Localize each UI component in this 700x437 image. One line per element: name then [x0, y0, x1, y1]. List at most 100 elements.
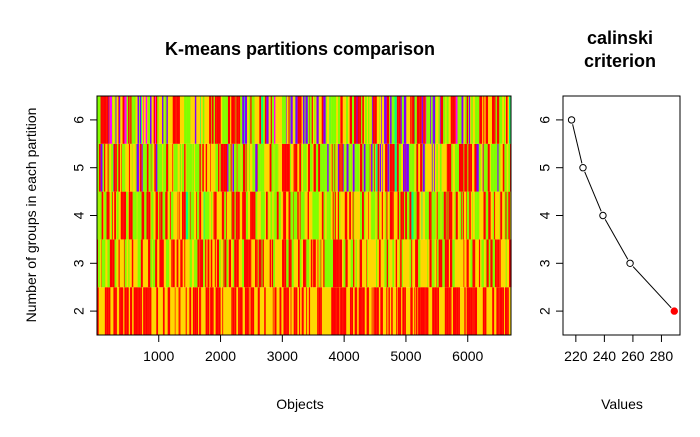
heatmap-stripe-k5-105 — [301, 143, 302, 192]
heatmap-stripe-k2-115 — [410, 287, 413, 335]
heatmap-stripe-k3-141 — [440, 239, 443, 288]
heatmap-stripe-k3-161 — [494, 239, 497, 288]
heatmap-stripe-k3-160 — [492, 239, 495, 288]
heatmap-stripe-k6-163 — [438, 96, 440, 144]
heatmap-stripe-k5-97 — [286, 143, 287, 192]
heatmap-stripe-k5-102 — [294, 143, 296, 192]
heatmap-stripe-k3-71 — [269, 239, 272, 288]
heatmap-stripe-k5-201 — [478, 143, 481, 192]
heatmap-stripe-k2-101 — [373, 287, 375, 335]
heatmap-stripe-k4-167 — [446, 191, 448, 240]
heatmap-stripe-k2-8 — [120, 287, 123, 335]
heatmap-stripe-k4-183 — [478, 191, 480, 240]
heatmap-stripe-k5-88 — [269, 143, 272, 192]
heatmap-stripe-k6-105 — [323, 96, 326, 144]
heatmap-stripe-k5-169 — [408, 143, 411, 192]
heatmap-stripe-k2-17 — [140, 287, 142, 335]
heatmap-stripe-k4-28 — [151, 191, 154, 240]
heatmap-stripe-k6-14 — [122, 96, 125, 144]
heatmap-stripe-k5-100 — [289, 143, 291, 192]
heatmap-stripe-k4-0 — [97, 191, 99, 240]
heatmap-stripe-k3-28 — [176, 239, 179, 288]
heatmap-stripe-k3-8 — [114, 239, 117, 288]
heatmap-stripe-k6-50 — [211, 96, 212, 144]
heatmap-stripe-k2-24 — [156, 287, 159, 335]
heatmap-y-label: Number of groups in each partition — [23, 108, 39, 323]
heatmap-stripe-k3-163 — [497, 239, 500, 288]
heatmap-stripe-k6-150 — [416, 96, 420, 144]
heatmap-stripe-k3-145 — [446, 239, 448, 288]
heatmap-stripe-k2-19 — [144, 287, 146, 335]
calinski-line-segment — [572, 124, 583, 164]
heatmap-stripe-k6-113 — [340, 96, 343, 144]
heatmap-stripe-k3-50 — [224, 239, 227, 288]
heatmap-stripe-k3-6 — [109, 239, 113, 288]
heatmap-stripe-k4-72 — [243, 191, 246, 240]
heatmap-stripe-k6-26 — [142, 96, 144, 144]
heatmap-stripe-k5-114 — [318, 143, 321, 192]
heatmap-stripe-k5-120 — [328, 143, 331, 192]
heatmap-stripe-k3-159 — [490, 239, 493, 288]
heatmap-stripe-k2-62 — [274, 287, 277, 335]
heatmap-stripe-k5-86 — [260, 143, 263, 192]
heatmap-stripe-k4-39 — [169, 191, 170, 240]
heatmap-stripe-k4-182 — [476, 191, 479, 240]
heatmap-stripe-k2-39 — [209, 287, 211, 335]
heatmap-stripe-k5-87 — [262, 143, 265, 192]
heatmap-stripe-k6-106 — [325, 96, 327, 144]
heatmap-stripe-k2-112 — [399, 287, 402, 335]
heatmap-stripe-k4-83 — [273, 191, 275, 240]
heatmap-stripe-k6-79 — [266, 96, 269, 144]
heatmap-stripe-k6-5 — [106, 96, 109, 144]
heatmap-stripe-k3-5 — [107, 239, 110, 288]
heatmap-stripe-k4-166 — [446, 191, 448, 240]
calinski-x-axis: 220 240 260 280 — [564, 335, 673, 364]
heatmap-stripe-k6-137 — [391, 96, 393, 144]
heatmap-stripe-k6-159 — [431, 96, 433, 144]
heatmap-stripe-k5-34 — [160, 143, 163, 192]
heatmap-stripe-k6-18 — [129, 96, 131, 144]
heatmap-stripe-k2-44 — [217, 287, 219, 335]
heatmap-stripe-k6-59 — [227, 96, 231, 144]
heatmap-stripe-k5-124 — [334, 143, 336, 192]
heatmap-stripe-k4-114 — [344, 191, 348, 240]
heatmap-stripe-k4-64 — [225, 191, 227, 240]
heatmap-stripe-k3-18 — [150, 239, 153, 288]
heatmap-stripe-k4-4 — [104, 191, 107, 240]
heatmap-stripe-k5-42 — [179, 143, 182, 192]
heatmap-stripe-k3-59 — [245, 239, 247, 288]
heatmap-stripe-k5-113 — [315, 143, 319, 192]
heatmap-stripe-k4-30 — [157, 191, 159, 240]
heatmap-stripe-k5-193 — [464, 143, 465, 192]
heatmap-stripe-k6-140 — [396, 96, 398, 144]
heatmap-stripe-k3-67 — [258, 239, 261, 288]
calinski-x-tick-label: 280 — [650, 348, 674, 364]
heatmap-stripe-k5-46 — [188, 143, 190, 192]
heatmap-stripe-k3-124 — [400, 239, 402, 288]
heatmap-stripe-k4-148 — [411, 191, 414, 240]
heatmap-stripe-k2-130 — [446, 287, 449, 335]
heatmap-stripe-k2-71 — [295, 287, 298, 335]
heatmap-stripe-k3-140 — [438, 239, 441, 288]
heatmap-stripe-k6-175 — [461, 96, 464, 144]
heatmap-stripe-k3-102 — [335, 239, 337, 288]
heatmap-stripe-k6-53 — [214, 96, 217, 144]
heatmap-stripe-k3-99 — [329, 239, 332, 288]
heatmap-stripe-k5-116 — [322, 143, 325, 192]
heatmap-stripe-k6-83 — [274, 96, 276, 144]
heatmap-stripe-k4-129 — [378, 191, 380, 240]
heatmap-stripe-k3-91 — [313, 239, 316, 288]
heatmap-stripe-k2-32 — [192, 287, 195, 335]
heatmap-stripe-k6-2 — [100, 96, 103, 144]
heatmap-stripe-k4-165 — [445, 191, 447, 240]
heatmap-stripe-k2-156 — [507, 287, 509, 335]
heatmap-stripe-k6-147 — [412, 96, 415, 144]
heatmap-stripe-k6-78 — [264, 96, 267, 144]
heatmap-stripe-k5-132 — [346, 143, 349, 192]
heatmap-stripe-k4-109 — [333, 191, 334, 240]
calinski-y-tick-label: 2 — [537, 307, 553, 315]
heatmap-stripe-k4-126 — [374, 191, 376, 240]
calinski-line-segment — [584, 171, 602, 212]
heatmap-stripe-k5-99 — [289, 143, 290, 192]
heatmap-stripe-k6-39 — [172, 96, 176, 144]
